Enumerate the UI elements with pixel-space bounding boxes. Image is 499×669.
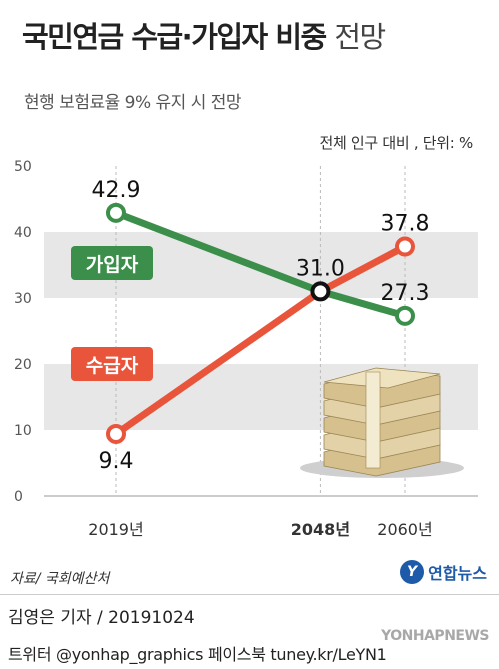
money-band [365, 371, 381, 469]
title-light: 전망 [334, 20, 386, 54]
data-point [395, 236, 415, 257]
page-title: 국민연금 수급·가입자 비중 전망 [22, 14, 386, 56]
y-tick-label: 10 [14, 423, 32, 439]
unit-note: 전체 인구 대비 , 단위: % [319, 134, 473, 152]
data-label: 42.9 [92, 178, 141, 203]
author-line: 김영은 기자 / 20191024 [8, 608, 195, 628]
divider [0, 594, 499, 595]
y-tick-label: 0 [14, 489, 23, 505]
social-line: 트위터 @yonhap_graphics 페이스북 tuney.kr/LeYN1 [8, 645, 387, 664]
data-label: 27.3 [381, 281, 430, 306]
watermark: YONHAPNEWS [381, 628, 489, 644]
subtitle: 현행 보험료율 9% 유지 시 전망 [24, 93, 242, 113]
series-label-box [71, 347, 153, 381]
x-tick-label: 2060년 [377, 520, 432, 539]
intersection-point [310, 281, 331, 302]
data-point [395, 305, 415, 326]
data-point [106, 202, 126, 223]
y-tick-label: 20 [14, 357, 32, 373]
data-label: 37.8 [381, 212, 430, 237]
data-label: 31.0 [296, 256, 345, 281]
x-tick-label: 2048년 [291, 520, 350, 539]
y-tick-label: 50 [14, 159, 32, 175]
yonhap-logo-icon: Y [400, 560, 425, 584]
y-tick-label: 40 [14, 225, 32, 241]
x-tick-label: 2019년 [88, 520, 143, 539]
source-note: 자료/ 국회예산처 [10, 571, 110, 587]
series-label-box [71, 246, 153, 280]
title-main: 국민연금 수급·가입자 비중 [22, 20, 327, 54]
data-point [106, 423, 126, 444]
agency-name: 연합뉴스 [428, 564, 487, 583]
data-label: 9.4 [99, 449, 134, 474]
money-stack-icon [300, 367, 464, 478]
line-chart: 0 10 20 30 40 50 2019년 2048년 2060년 42.9 31.0 27.3… [14, 159, 478, 539]
series-name-label: 수급자 [86, 355, 139, 377]
agency-logo: Y 연합뉴스 [400, 560, 487, 584]
series-name-label: 가입자 [86, 254, 139, 276]
y-tick-label: 30 [14, 291, 32, 307]
